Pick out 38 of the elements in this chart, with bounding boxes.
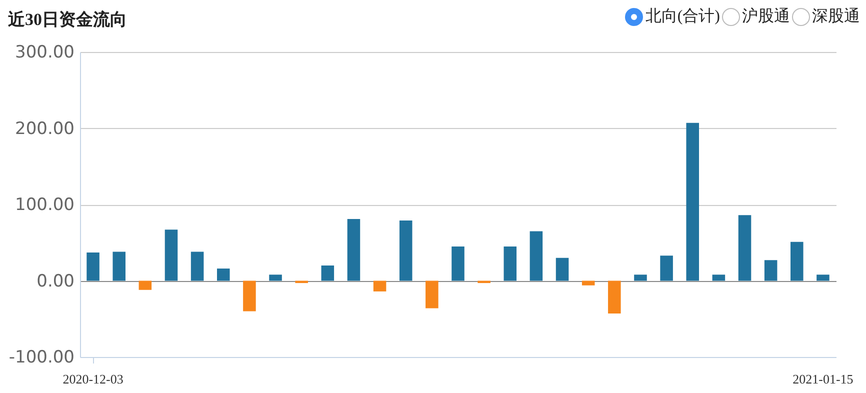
chart-title: 近30日资金流向 (7, 10, 127, 29)
bar (556, 258, 569, 281)
bar (790, 242, 804, 281)
bar (112, 252, 126, 281)
text: 深股通 (812, 6, 860, 27)
bar (530, 231, 543, 281)
bar (764, 260, 778, 281)
bar (347, 218, 360, 281)
y-tick-label: 0.00 (36, 271, 74, 292)
bar (634, 274, 647, 281)
bar (426, 280, 438, 308)
y-tick-label: 300.00 (15, 42, 74, 62)
bar (164, 230, 178, 281)
text: 北向(合计) (645, 6, 720, 27)
bar (608, 280, 621, 314)
bar (738, 215, 752, 281)
y-tick-label: 200.00 (15, 118, 74, 139)
bar (138, 280, 152, 290)
x-tick-label: 2021-01-15 (792, 372, 854, 386)
bar (269, 274, 282, 281)
bar (243, 280, 256, 312)
bar (686, 122, 700, 281)
bar (216, 268, 230, 281)
y-tick-label: 100.00 (15, 195, 74, 215)
text: 沪股通 (742, 6, 790, 27)
bar (452, 246, 464, 281)
bar (712, 274, 726, 281)
bar (504, 246, 517, 281)
bar (660, 256, 673, 281)
bar (399, 220, 412, 281)
y-tick-label: -100.00 (8, 348, 74, 368)
bar (582, 280, 595, 286)
x-tick-label: 2020-12-03 (62, 372, 124, 386)
bar (86, 252, 100, 281)
bar (816, 274, 830, 281)
bar (373, 280, 386, 292)
bar (321, 266, 334, 281)
bar (190, 252, 204, 281)
